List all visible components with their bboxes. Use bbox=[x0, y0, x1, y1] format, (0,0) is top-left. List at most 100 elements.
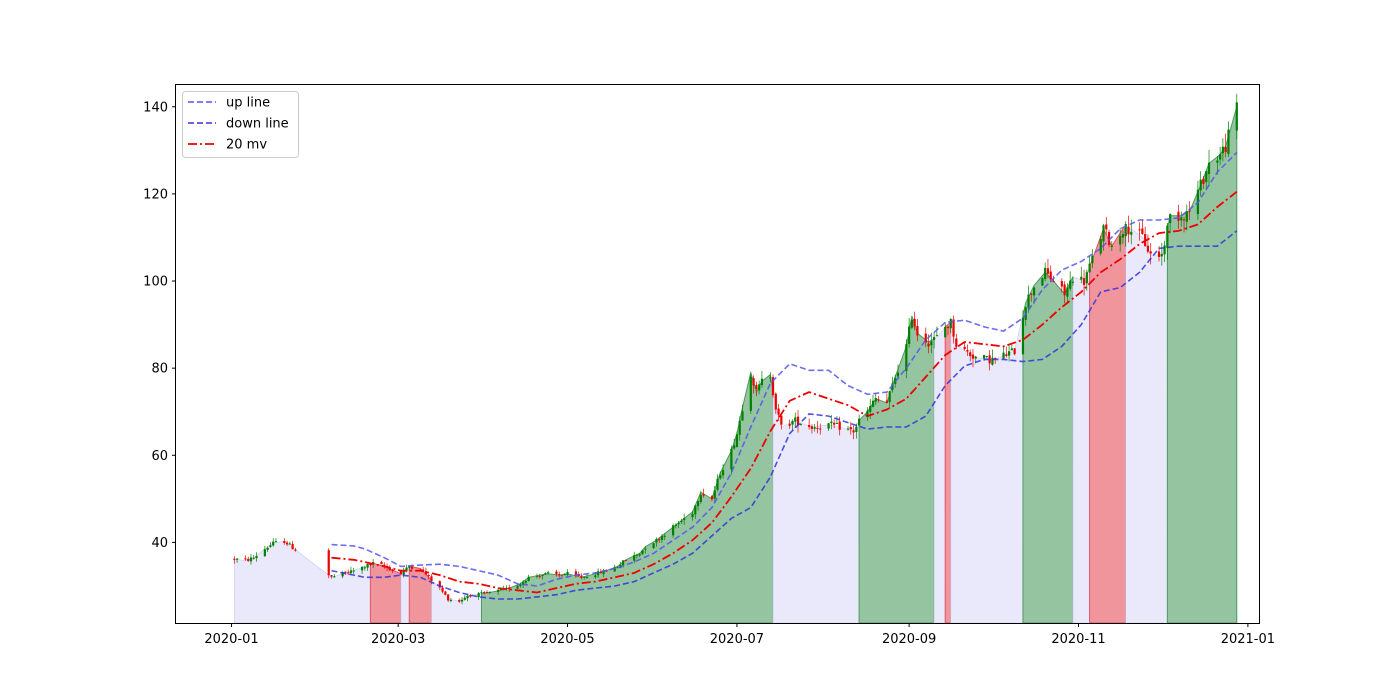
x-tick-label: 2020-05 bbox=[540, 632, 594, 647]
candle-body bbox=[1130, 231, 1133, 235]
candle-body bbox=[1160, 253, 1163, 257]
candle-body bbox=[555, 571, 558, 575]
candle-body bbox=[516, 585, 519, 589]
candle-body bbox=[1124, 224, 1127, 237]
candle-body bbox=[833, 422, 836, 425]
candle-body bbox=[294, 549, 297, 551]
fill-region-neutral bbox=[1072, 266, 1090, 624]
candle-body bbox=[497, 589, 500, 593]
candle-body bbox=[874, 398, 877, 402]
candle-body bbox=[341, 572, 344, 577]
candle-body bbox=[333, 576, 336, 578]
candle-body bbox=[752, 378, 755, 386]
candle-body bbox=[535, 575, 539, 577]
candle-body bbox=[944, 327, 947, 338]
candle-body bbox=[1013, 348, 1016, 355]
line-down-line bbox=[331, 230, 1238, 600]
candle-body bbox=[952, 319, 955, 337]
fill-region-down bbox=[1089, 227, 1127, 624]
y-tick-label: 40 bbox=[151, 536, 168, 551]
candle-body bbox=[680, 520, 683, 522]
candle-body bbox=[247, 558, 250, 561]
candle-body bbox=[477, 592, 480, 598]
candle-body bbox=[580, 575, 583, 578]
candle-body bbox=[1202, 178, 1205, 185]
candle-body bbox=[710, 496, 714, 500]
candle-body bbox=[480, 592, 483, 594]
candle-body bbox=[1010, 348, 1013, 351]
candle-body bbox=[905, 344, 908, 372]
candle-body bbox=[449, 599, 453, 601]
candle-body bbox=[285, 542, 289, 545]
fill-region-up bbox=[480, 370, 774, 624]
candle-body bbox=[1177, 211, 1180, 221]
candle-body bbox=[927, 343, 930, 347]
candle-body bbox=[652, 543, 655, 548]
candle-body bbox=[791, 420, 794, 425]
candle-body bbox=[935, 335, 938, 337]
candle-body bbox=[585, 577, 589, 579]
candle-body bbox=[891, 383, 894, 390]
candle-body bbox=[255, 556, 258, 559]
candle-body bbox=[583, 576, 586, 578]
candle-body bbox=[1082, 278, 1086, 285]
candle-body bbox=[816, 427, 819, 429]
candle-body bbox=[380, 561, 383, 565]
candle-body bbox=[283, 541, 286, 543]
x-tick-label: 2020-09 bbox=[882, 632, 936, 647]
y-tick-label: 140 bbox=[143, 100, 168, 115]
candle-body bbox=[422, 569, 425, 571]
candle-body bbox=[272, 541, 275, 546]
candle-body bbox=[1080, 276, 1083, 280]
candle-body bbox=[796, 416, 800, 426]
candle-body bbox=[835, 423, 839, 425]
fill-region-down bbox=[369, 562, 402, 624]
candle-body bbox=[1121, 233, 1125, 238]
fill-region-down bbox=[944, 321, 952, 624]
candle-body bbox=[713, 490, 716, 499]
candle-body bbox=[624, 560, 627, 562]
candle-body bbox=[596, 571, 600, 576]
candle-body bbox=[760, 378, 764, 386]
candle-body bbox=[896, 372, 900, 377]
candle-body bbox=[402, 571, 405, 575]
candle-body bbox=[916, 325, 919, 336]
candle-body bbox=[441, 587, 444, 592]
candle-body bbox=[427, 575, 430, 577]
candle-body bbox=[810, 426, 814, 429]
candle-body bbox=[1049, 271, 1052, 280]
candle-body bbox=[1185, 211, 1188, 222]
candle-body bbox=[794, 417, 797, 422]
candle-body bbox=[635, 554, 639, 556]
candle-body bbox=[658, 539, 661, 541]
y-tick-label: 60 bbox=[151, 449, 168, 464]
candle-body bbox=[1224, 146, 1227, 153]
line-up-line bbox=[331, 151, 1238, 587]
candle-body bbox=[988, 355, 991, 364]
candle-body bbox=[696, 501, 700, 507]
candle-body bbox=[1052, 280, 1055, 282]
candle-body bbox=[463, 597, 466, 600]
candle-body bbox=[344, 571, 347, 573]
candle-body bbox=[758, 384, 761, 391]
candle-body bbox=[949, 318, 952, 329]
candle-body bbox=[971, 354, 975, 359]
candle-body bbox=[638, 554, 641, 556]
candle-body bbox=[1107, 231, 1111, 246]
candle-body bbox=[1221, 146, 1224, 154]
candle-body bbox=[855, 426, 858, 433]
candle-body bbox=[1046, 268, 1050, 274]
candle-body bbox=[1138, 229, 1141, 231]
candle-body bbox=[499, 589, 502, 591]
x-tick-label: 2020-07 bbox=[710, 632, 764, 647]
candle-body bbox=[985, 356, 988, 358]
x-tick-label: 2021-01 bbox=[1221, 632, 1275, 647]
candle-body bbox=[749, 376, 752, 411]
legend: up line down line 20 mv bbox=[182, 91, 299, 158]
candle-body bbox=[655, 538, 658, 543]
candle-body bbox=[1027, 294, 1030, 308]
candle-body bbox=[660, 536, 664, 540]
candle-body bbox=[363, 567, 366, 569]
candle-body bbox=[327, 550, 330, 576]
candle-body bbox=[991, 357, 994, 365]
